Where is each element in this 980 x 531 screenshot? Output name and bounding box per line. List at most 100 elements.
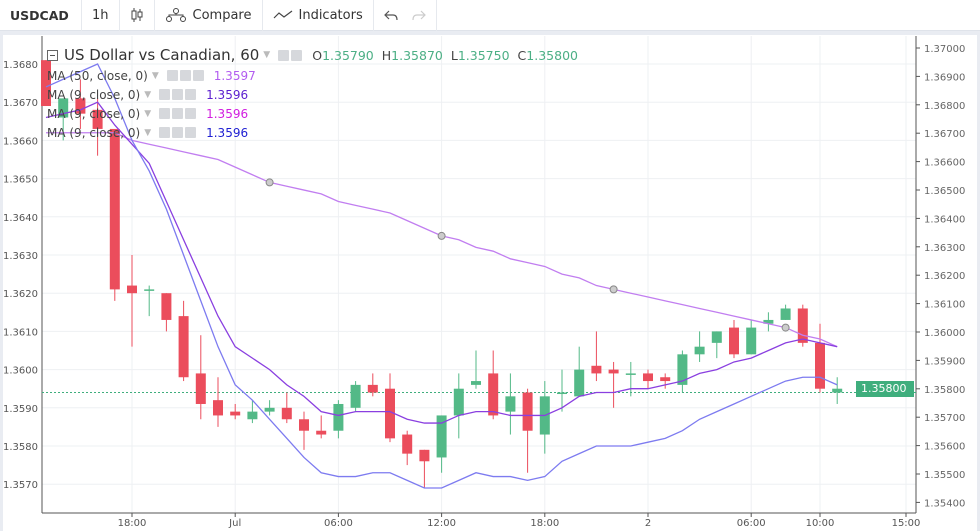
x-axis-tick: 06:00 xyxy=(324,518,353,529)
candle-up[interactable] xyxy=(264,407,275,412)
candle-down[interactable] xyxy=(109,128,120,290)
candle-down[interactable] xyxy=(608,369,619,374)
settings-icon[interactable] xyxy=(172,127,184,138)
close-icon[interactable] xyxy=(185,108,197,119)
chevron-down-icon[interactable]: ▼ xyxy=(263,50,271,60)
candle-down[interactable] xyxy=(488,373,499,416)
chart-type-button[interactable] xyxy=(120,0,155,31)
visibility-icon[interactable] xyxy=(159,108,171,119)
candle-up[interactable] xyxy=(333,403,344,431)
candle-down[interactable] xyxy=(797,308,808,343)
chevron-down-icon[interactable]: ▼ xyxy=(144,89,152,100)
visibility-icon[interactable] xyxy=(278,49,290,61)
right-axis-tick: 1.35500 xyxy=(924,470,965,481)
ma-marker[interactable] xyxy=(265,178,274,187)
candle-down[interactable] xyxy=(213,400,223,416)
right-axis-tick: 1.35600 xyxy=(924,442,965,453)
candle-up[interactable] xyxy=(832,388,843,393)
candle-down[interactable] xyxy=(316,430,327,435)
candle-up[interactable] xyxy=(763,319,774,324)
candle-up[interactable] xyxy=(350,384,361,408)
candle-up[interactable] xyxy=(677,354,688,385)
chevron-down-icon[interactable]: ▼ xyxy=(151,70,159,81)
candle-down[interactable] xyxy=(41,60,51,107)
collapse-icon[interactable] xyxy=(47,49,58,61)
ma9-line-2 xyxy=(45,63,838,489)
symbol-button[interactable]: USDCAD xyxy=(0,0,82,31)
redo-icon[interactable] xyxy=(412,9,426,21)
candle-down[interactable] xyxy=(161,293,172,320)
study-value: 1.3597 xyxy=(213,68,256,83)
left-axis-tick: 1.3570 xyxy=(3,480,38,491)
right-axis-tick: 1.36200 xyxy=(924,271,965,282)
settings-icon[interactable] xyxy=(172,89,184,100)
candle-up[interactable] xyxy=(746,327,757,355)
candle-up[interactable] xyxy=(780,308,791,320)
settings-icon[interactable] xyxy=(291,49,303,61)
candle-up[interactable] xyxy=(505,396,516,412)
candle-up[interactable] xyxy=(436,415,447,458)
candle-down[interactable] xyxy=(660,377,671,382)
candle-down[interactable] xyxy=(75,98,86,114)
right-axis-tick: 1.36100 xyxy=(924,300,965,311)
interval-button[interactable]: 1h xyxy=(82,0,120,31)
undo-icon[interactable] xyxy=(383,9,398,21)
candle-down[interactable] xyxy=(281,407,292,420)
candle-down[interactable] xyxy=(299,419,309,431)
candle-up[interactable] xyxy=(625,373,636,375)
x-axis-tick: 18:00 xyxy=(118,518,147,529)
close-icon[interactable] xyxy=(185,127,197,138)
candle-down[interactable] xyxy=(385,388,395,439)
chart-legend: US Dollar vs Canadian, 60 ▼ O 1.35790 H 1.… xyxy=(47,44,578,142)
chevron-down-icon[interactable]: ▼ xyxy=(144,127,152,138)
right-axis-tick: 1.35400 xyxy=(924,498,965,509)
candle-up[interactable] xyxy=(247,411,258,420)
candle-down[interactable] xyxy=(419,449,430,462)
left-axis-tick: 1.3640 xyxy=(3,213,38,224)
study-label: MA (50, close, 0) xyxy=(47,68,148,83)
chevron-down-icon[interactable]: ▼ xyxy=(144,108,152,119)
left-axis-tick: 1.3590 xyxy=(3,404,38,415)
candle-up[interactable] xyxy=(471,381,481,385)
candle-up[interactable] xyxy=(144,289,155,291)
candle-up[interactable] xyxy=(557,392,567,395)
left-axis-tick: 1.3650 xyxy=(3,175,38,186)
visibility-icon[interactable] xyxy=(159,127,171,138)
close-icon[interactable] xyxy=(192,70,204,81)
candle-down[interactable] xyxy=(230,411,241,416)
right-axis-tick: 1.36900 xyxy=(924,72,965,83)
candle-up[interactable] xyxy=(58,98,69,118)
visibility-icon[interactable] xyxy=(159,89,171,100)
left-axis-tick: 1.3660 xyxy=(3,136,38,147)
candle-up[interactable] xyxy=(711,331,722,343)
candle-down[interactable] xyxy=(522,392,533,431)
candle-down[interactable] xyxy=(729,327,739,355)
candle-down[interactable] xyxy=(195,373,206,404)
ma-marker[interactable] xyxy=(781,323,790,332)
candle-up[interactable] xyxy=(694,346,705,355)
interval-label: 1h xyxy=(92,7,109,23)
candle-down[interactable] xyxy=(643,373,653,382)
study-legend-item: MA (50, close, 0) ▼ 1.3597 xyxy=(47,66,578,85)
ma-marker[interactable] xyxy=(609,285,618,294)
settings-icon[interactable] xyxy=(172,108,184,119)
candle-down[interactable] xyxy=(178,316,189,378)
visibility-icon[interactable] xyxy=(166,70,178,81)
candle-up[interactable] xyxy=(574,369,585,397)
study-value: 1.3596 xyxy=(206,125,249,140)
candle-up[interactable] xyxy=(453,388,464,416)
ma-marker[interactable] xyxy=(437,231,446,240)
candle-down[interactable] xyxy=(591,365,602,374)
close-icon[interactable] xyxy=(185,89,197,100)
undo-redo-group xyxy=(374,0,437,31)
candle-down[interactable] xyxy=(92,109,103,129)
right-axis-tick: 1.36300 xyxy=(924,243,965,254)
compare-button[interactable]: Compare xyxy=(155,0,263,31)
candle-down[interactable] xyxy=(367,384,378,393)
candle-down[interactable] xyxy=(815,342,825,389)
candle-down[interactable] xyxy=(127,285,137,294)
candle-down[interactable] xyxy=(402,434,413,454)
indicators-button[interactable]: Indicators xyxy=(263,0,374,31)
settings-icon[interactable] xyxy=(179,70,191,81)
